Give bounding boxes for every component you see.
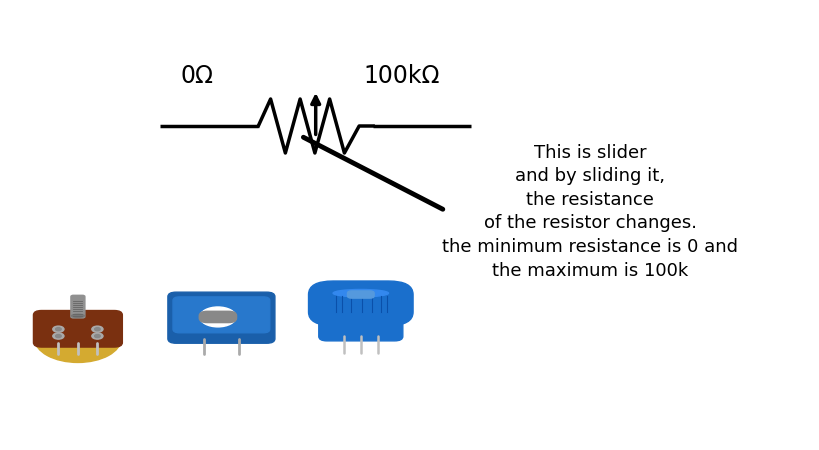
FancyBboxPatch shape — [308, 281, 413, 326]
FancyBboxPatch shape — [173, 297, 269, 333]
FancyBboxPatch shape — [199, 311, 236, 323]
FancyBboxPatch shape — [347, 291, 373, 298]
FancyBboxPatch shape — [37, 313, 120, 345]
Ellipse shape — [333, 289, 388, 297]
Circle shape — [92, 333, 103, 339]
FancyBboxPatch shape — [70, 295, 85, 318]
Circle shape — [94, 334, 100, 338]
Text: This is slider
and by sliding it,
the resistance
of the resistor changes.
the mi: This is slider and by sliding it, the re… — [442, 144, 737, 279]
Circle shape — [34, 315, 121, 362]
Text: 0Ω: 0Ω — [180, 64, 213, 88]
Circle shape — [52, 333, 64, 339]
Circle shape — [56, 334, 61, 338]
Circle shape — [94, 328, 100, 331]
FancyBboxPatch shape — [168, 292, 274, 343]
Circle shape — [92, 326, 103, 332]
FancyBboxPatch shape — [34, 310, 122, 347]
Ellipse shape — [71, 314, 84, 317]
Circle shape — [56, 328, 61, 331]
Text: 100kΩ: 100kΩ — [363, 64, 440, 88]
Circle shape — [200, 307, 236, 327]
FancyBboxPatch shape — [319, 306, 402, 341]
Ellipse shape — [39, 331, 116, 344]
Circle shape — [52, 326, 64, 332]
